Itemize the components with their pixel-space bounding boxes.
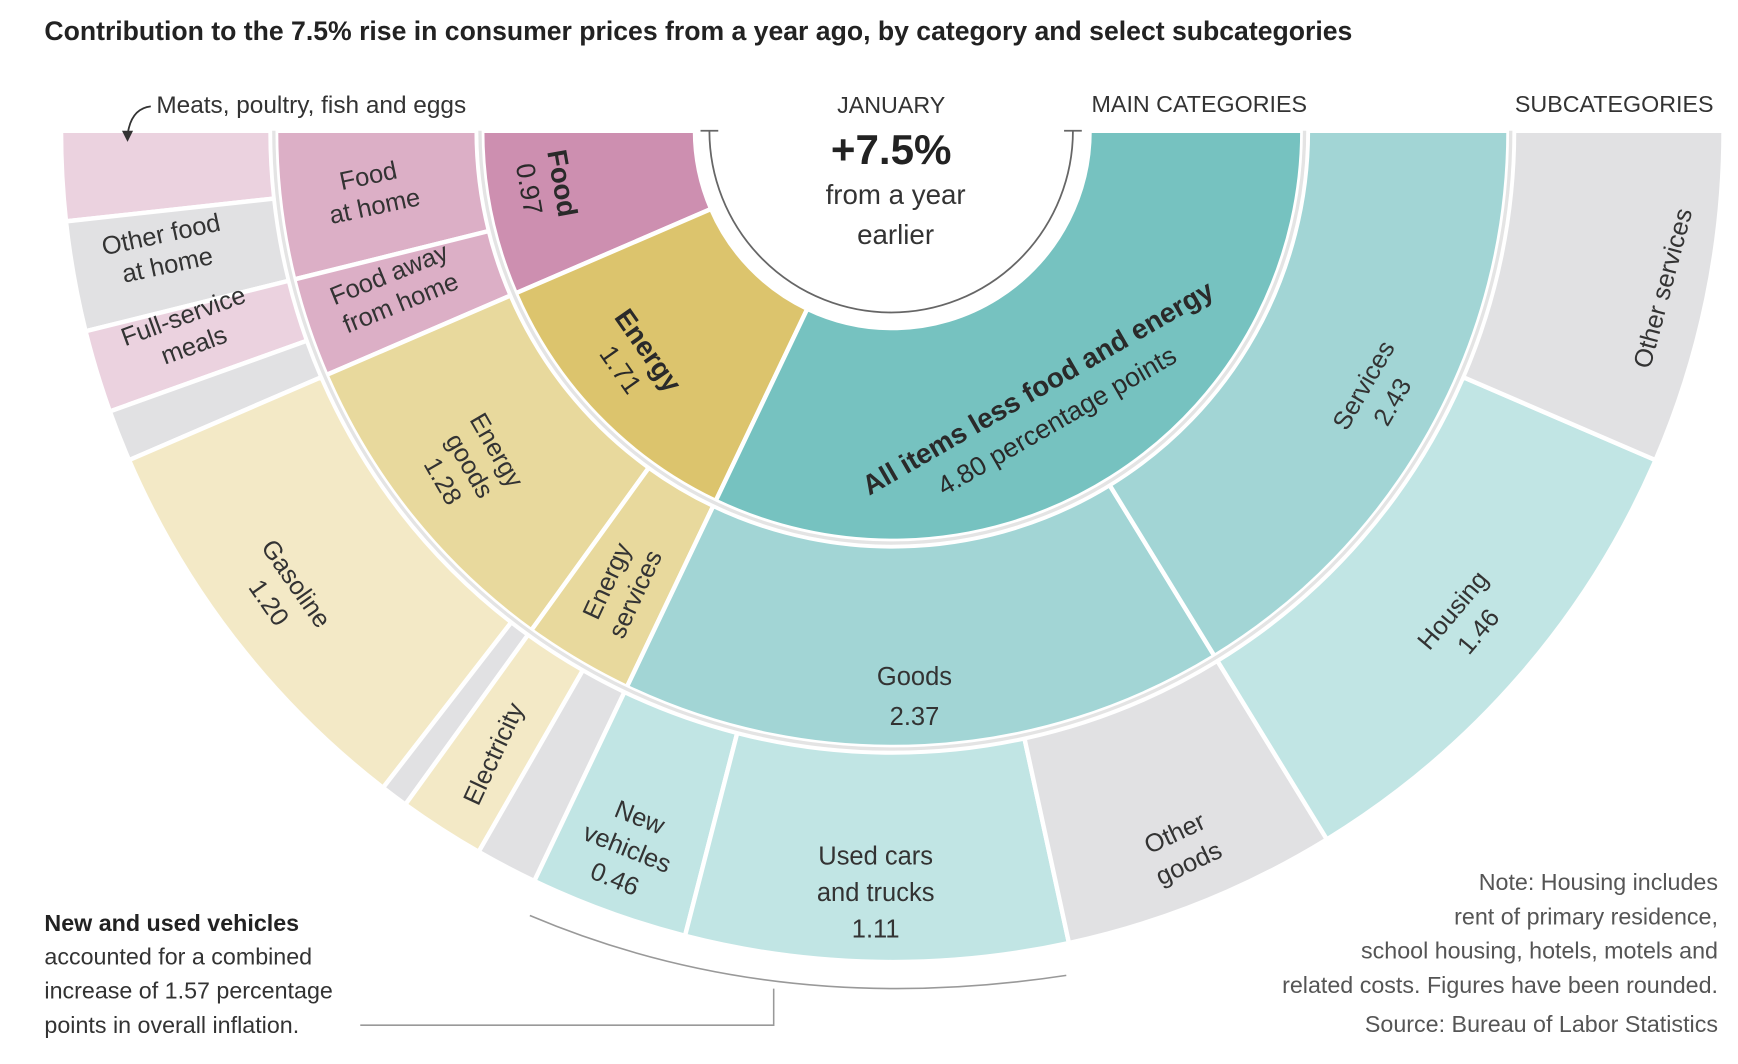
vehicles-note-title: New and used vehicles <box>44 910 299 936</box>
slice-energy <box>512 206 811 504</box>
slice-label-value: 1.11 <box>852 916 900 944</box>
center-value: +7.5% <box>831 126 952 173</box>
note-line: Note: Housing includes <box>1479 869 1718 895</box>
slice-label: Goods 2.37 <box>877 663 952 731</box>
meats-arrow-head-icon <box>121 130 134 142</box>
note-line: rent of primary residence, <box>1454 903 1718 929</box>
slice-label-value: and trucks <box>817 879 935 907</box>
slice-label-value: 2.37 <box>890 703 940 731</box>
chart-title: Contribution to the 7.5% rise in consume… <box>44 16 1352 46</box>
slice-other-services <box>1460 128 1726 464</box>
note-line: school housing, hotels, motels and <box>1361 938 1718 964</box>
slice-label: Newvehicles0.46 <box>567 788 688 910</box>
slice-label-name: Goods <box>877 663 952 691</box>
center-line2: earlier <box>857 219 934 250</box>
vehicles-note-line: increase of 1.57 percentage <box>44 978 332 1004</box>
slice-all-items-less-food-and-energy <box>712 128 1305 544</box>
slice-services <box>1106 128 1511 660</box>
ring-separator <box>478 130 1307 545</box>
ring-separator <box>272 130 1513 751</box>
slice-label: Used cars and trucks 1.11 <box>817 843 935 944</box>
center-arc <box>708 130 1074 314</box>
slice-goods <box>623 482 1218 750</box>
slice-label: Energyservices <box>575 533 668 643</box>
header-subcategories: SUBCATEGORIES <box>1515 91 1714 117</box>
meats-annotation: Meats, poultry, fish and eggs <box>156 92 466 119</box>
slice-label-name: Used cars <box>818 843 933 871</box>
source-text: Source: Bureau of Labor Statistics <box>1365 1011 1718 1037</box>
note-line: related costs. Figures have been rounded… <box>1282 972 1718 998</box>
vehicles-note-line: accounted for a combined <box>44 943 312 969</box>
header-main-categories: MAIN CATEGORIES <box>1092 91 1307 117</box>
vehicles-bracket <box>529 914 1067 990</box>
vehicles-note-line: points in overall inflation. <box>44 1012 299 1038</box>
center-line1: from a year <box>826 179 966 210</box>
vehicles-leader-line <box>360 988 775 1026</box>
center-month: JANUARY <box>837 92 945 118</box>
